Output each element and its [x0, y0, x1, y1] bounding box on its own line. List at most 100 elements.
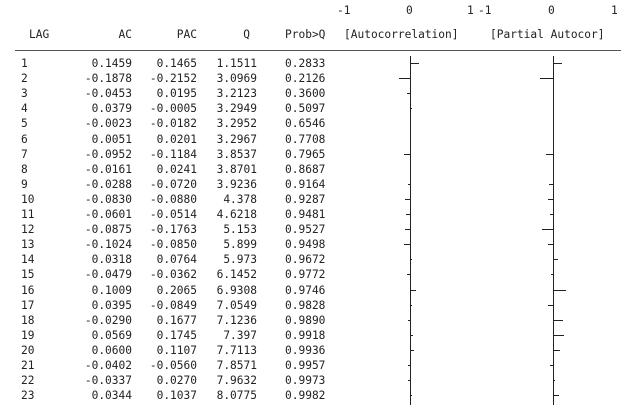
ac-bar [405, 199, 410, 200]
ac-cell: 0.0379 [91, 102, 132, 116]
lag-cell: 15 [21, 268, 35, 282]
ac-bar [405, 229, 410, 230]
q-cell: 3.2952 [216, 117, 257, 131]
prob-cell: 0.5097 [285, 102, 326, 116]
q-cell: 3.2949 [216, 102, 257, 116]
lag-cell: 12 [21, 223, 35, 237]
prob-cell: 0.9918 [285, 328, 326, 342]
pac-cell: 0.0195 [156, 87, 197, 101]
ac-cell: -0.0290 [84, 313, 132, 327]
ac-cell: -0.0830 [84, 192, 132, 206]
pac-cell: -0.0514 [149, 208, 197, 221]
q-cell: 6.1452 [216, 268, 257, 282]
ac-scale-zero: 0 [406, 4, 413, 17]
ac-bar [410, 290, 416, 291]
prob-cell: 0.9672 [285, 253, 326, 267]
ac-cell: -0.0453 [84, 87, 132, 101]
ac-bar [410, 335, 413, 336]
ac-bar [406, 214, 410, 215]
lag-cell: 10 [21, 192, 35, 206]
q-cell: 3.9236 [216, 177, 257, 191]
pac-cell: 0.1745 [156, 328, 197, 342]
prob-cell: 0.8687 [285, 162, 326, 176]
pac-cell: -0.1184 [149, 147, 197, 161]
lag-cell: 16 [21, 283, 35, 297]
ac-bar [408, 365, 410, 366]
pac-bar [553, 335, 564, 336]
prob-cell: 0.3600 [285, 87, 326, 101]
ac-cell: 0.0600 [91, 343, 132, 357]
ac-cell: -0.0288 [84, 177, 132, 191]
lag-cell: 6 [21, 132, 28, 146]
ac-cell: -0.1878 [84, 72, 132, 86]
lag-cell: 11 [21, 208, 35, 221]
q-cell: 1.1511 [216, 57, 257, 70]
ac-cell: -0.0601 [84, 208, 132, 221]
pac-cell: -0.0005 [149, 102, 197, 116]
pac-bar [553, 395, 559, 396]
pac-cell: -0.0720 [149, 177, 197, 191]
pac-bar [553, 380, 555, 381]
prob-cell: 0.9957 [285, 359, 326, 372]
lag-cell: 1 [21, 57, 28, 70]
header-pac: PAC [176, 28, 197, 41]
pac-bar [540, 78, 553, 79]
prob-cell: 0.9498 [285, 238, 326, 252]
pac-cell: -0.0849 [149, 298, 197, 312]
pac-cell: -0.0362 [149, 268, 197, 282]
q-cell: 8.0775 [216, 389, 257, 403]
ac-cell: -0.0479 [84, 268, 132, 282]
pac-bar [548, 199, 553, 200]
q-cell: 3.8701 [216, 162, 257, 176]
pac-bar [549, 184, 553, 185]
prob-cell: 0.9772 [285, 268, 326, 282]
prob-cell: 0.7965 [285, 147, 326, 161]
ac-bar [407, 274, 410, 275]
q-cell: 3.2123 [216, 87, 257, 101]
prob-cell: 0.9287 [285, 192, 326, 206]
pac-bar [550, 214, 553, 215]
pac-scale-neg: -1 [478, 4, 492, 17]
ac-cell: 0.0395 [91, 298, 132, 312]
header-rule [15, 50, 621, 51]
ac-cell: -0.0402 [84, 359, 132, 372]
ac-bar [408, 184, 410, 185]
ac-bar [404, 244, 410, 245]
q-cell: 5.153 [223, 223, 257, 237]
prob-cell: 0.7708 [285, 132, 326, 146]
header-autocorrelation: [Autocorrelation] [344, 28, 459, 41]
pac-bar [548, 244, 553, 245]
q-cell: 7.7113 [216, 343, 257, 357]
pac-cell: 0.1465 [156, 57, 197, 70]
q-cell: 4.378 [223, 192, 257, 206]
ac-cell: -0.0337 [84, 374, 132, 388]
prob-cell: 0.2833 [285, 57, 326, 70]
lag-cell: 17 [21, 298, 35, 312]
pac-bar [553, 290, 566, 291]
pac-cell: 0.0270 [156, 374, 197, 388]
ac-bar [407, 93, 410, 94]
q-cell: 7.397 [223, 328, 257, 342]
ac-bar [410, 395, 412, 396]
ac-cell: -0.0875 [84, 223, 132, 237]
q-cell: 3.8537 [216, 147, 257, 161]
ac-bar [404, 154, 410, 155]
pac-cell: -0.0560 [149, 359, 197, 372]
lag-cell: 2 [21, 72, 28, 86]
pac-bar [553, 350, 560, 351]
ac-bar [399, 78, 410, 79]
pac-cell: 0.1677 [156, 313, 197, 327]
lag-cell: 3 [21, 87, 28, 101]
prob-cell: 0.9481 [285, 208, 326, 221]
prob-cell: 0.9527 [285, 223, 326, 237]
q-cell: 7.9632 [216, 374, 257, 388]
ac-bar [410, 305, 412, 306]
pac-bar [542, 229, 553, 230]
header-ac: AC [118, 28, 132, 41]
pac-cell: -0.1763 [149, 223, 197, 237]
ac-cell: 0.0569 [91, 328, 132, 342]
pac-bar [548, 305, 553, 306]
lag-cell: 5 [21, 117, 28, 131]
header-q: Q [243, 28, 250, 41]
pac-cell: -0.0880 [149, 192, 197, 206]
